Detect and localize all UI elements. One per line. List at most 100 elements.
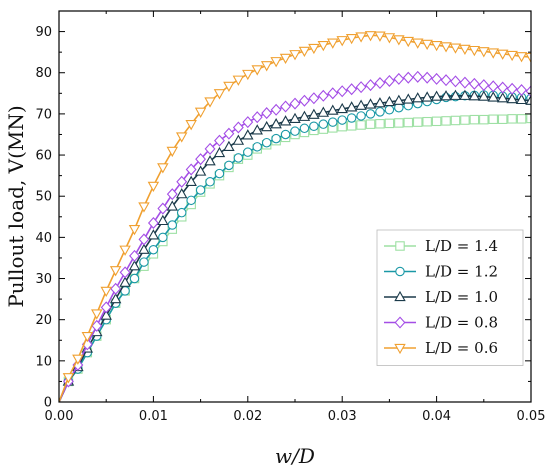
data-point [176,175,188,188]
data-point [214,168,225,179]
legend-entry: L/D = 0.6 [384,339,498,357]
data-point [393,72,405,85]
data-point [365,79,376,92]
data-point [346,113,357,123]
data-point [460,115,470,125]
data-point [148,244,159,255]
legend-entry: L/D = 1.4 [384,237,498,255]
data-point [374,31,386,42]
data-point [128,260,141,271]
y-tick-label: 40 [35,231,52,246]
x-tick-label: 0.01 [139,409,168,424]
x-tick-label: 0.04 [422,409,451,424]
data-point [232,75,245,86]
data-point [289,50,301,61]
legend-entry: L/D = 1.0 [384,288,498,306]
data-point [223,127,235,140]
series-2 [59,89,531,402]
data-point [507,114,517,124]
data-point [157,202,169,215]
data-point [223,81,235,93]
data-point [213,89,226,100]
data-point [383,33,396,44]
legend-swatch-marker [394,343,406,355]
data-point [336,102,348,114]
data-point [232,134,245,145]
data-point [204,142,216,155]
data-point [479,114,489,125]
data-point [430,90,443,101]
legend-label: L/D = 1.0 [425,288,498,306]
data-point [327,104,339,115]
data-point [279,115,292,126]
data-point [515,52,528,63]
data-point [62,373,75,384]
data-point [204,155,216,166]
data-point [251,124,263,135]
data-point [411,38,424,49]
legend-swatch-marker [394,316,406,329]
data-point [431,116,442,127]
data-point [119,276,131,287]
legend-entry: L/D = 1.2 [384,263,498,281]
data-point [251,65,263,76]
legend-label: L/D = 0.6 [425,339,498,357]
data-point [166,188,178,201]
data-point [223,140,235,151]
data-point [355,32,367,43]
data-point [421,39,433,51]
x-tick-label: 0.02 [233,409,262,424]
data-point [309,121,319,131]
data-point [317,89,329,102]
data-point [383,74,395,87]
data-point [147,181,160,193]
data-point [242,69,254,81]
data-point [176,207,187,218]
y-tick-label: 80 [35,66,52,81]
ticks: 0.00 0.01 0.02 0.03 0.04 0.05 0 10 20 30 40 50 60 70 8… [35,10,545,424]
data-point [138,202,150,213]
series-4 [59,31,531,402]
data-point [375,107,385,117]
data-point [478,90,490,101]
data-point [440,42,452,53]
data-point [224,160,234,171]
data-point [440,90,452,101]
data-point [195,185,206,195]
data-point [100,301,112,314]
data-point [394,118,404,128]
data-point [383,95,396,107]
data-point [270,118,282,129]
data-point [299,123,310,134]
data-point [129,249,140,262]
data-point [337,115,347,125]
data-point [290,126,300,136]
legend-swatch-marker [395,266,405,277]
series-3 [59,70,531,402]
data-point [289,112,301,123]
y-tick-label: 60 [35,149,52,164]
data-point [441,116,451,126]
data-point [355,99,367,110]
data-point [496,49,509,60]
data-point [402,36,415,48]
data-point [375,119,385,129]
data-point [374,97,386,108]
data-point [525,52,531,64]
y-tick-label: 20 [35,313,52,328]
data-point [525,85,531,98]
data-point [100,309,112,320]
data-point [185,163,197,176]
x-tick-label: 0.03 [328,409,357,424]
data-point [516,84,528,97]
data-point [488,114,498,124]
data-point [440,74,452,87]
data-point [129,273,140,284]
data-point [194,107,207,118]
data-point [365,119,376,129]
data-point [515,93,528,105]
data-point [289,97,301,110]
legend-label: L/D = 0.8 [425,314,498,332]
series-layer [59,31,531,402]
data-point [318,119,329,129]
